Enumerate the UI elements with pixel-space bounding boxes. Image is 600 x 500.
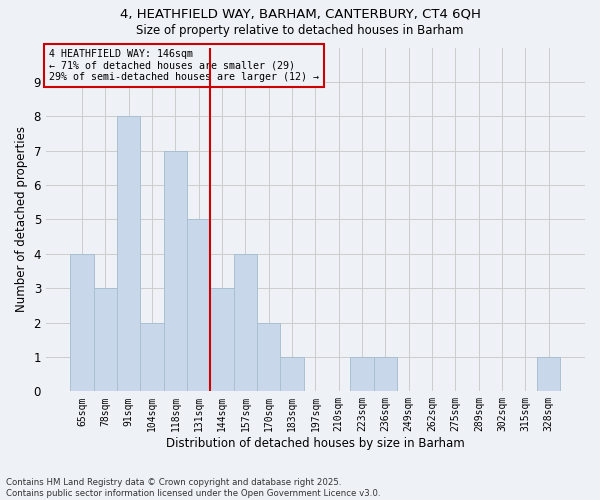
Bar	[117, 116, 140, 392]
Bar	[350, 357, 374, 392]
Bar	[257, 322, 280, 392]
Bar	[94, 288, 117, 392]
Text: Contains HM Land Registry data © Crown copyright and database right 2025.
Contai: Contains HM Land Registry data © Crown c…	[6, 478, 380, 498]
Bar	[280, 357, 304, 392]
Bar	[70, 254, 94, 392]
Bar	[164, 150, 187, 392]
X-axis label: Distribution of detached houses by size in Barham: Distribution of detached houses by size …	[166, 437, 465, 450]
Bar	[140, 322, 164, 392]
Bar	[537, 357, 560, 392]
Text: 4 HEATHFIELD WAY: 146sqm
← 71% of detached houses are smaller (29)
29% of semi-d: 4 HEATHFIELD WAY: 146sqm ← 71% of detach…	[49, 49, 319, 82]
Bar	[234, 254, 257, 392]
Bar	[187, 220, 211, 392]
Text: Size of property relative to detached houses in Barham: Size of property relative to detached ho…	[136, 24, 464, 37]
Bar	[211, 288, 234, 392]
Bar	[374, 357, 397, 392]
Text: 4, HEATHFIELD WAY, BARHAM, CANTERBURY, CT4 6QH: 4, HEATHFIELD WAY, BARHAM, CANTERBURY, C…	[119, 8, 481, 20]
Y-axis label: Number of detached properties: Number of detached properties	[15, 126, 28, 312]
